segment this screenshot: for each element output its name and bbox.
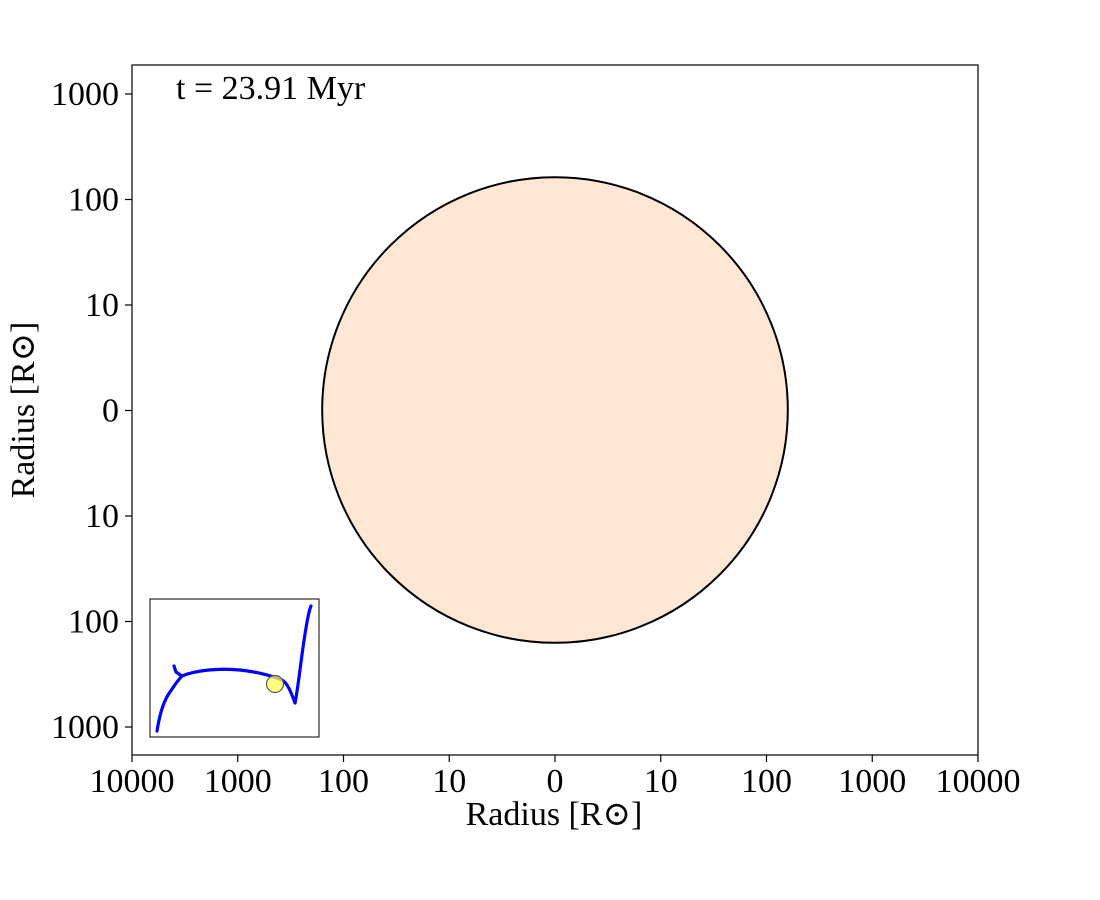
x-tick-label: 100 [318, 763, 369, 800]
x-tick-label: 10 [644, 763, 678, 800]
star-circle [321, 176, 789, 644]
x-tick-label: 0 [547, 763, 564, 800]
x-tick-label: 10000 [936, 763, 1021, 800]
time-annotation: t = 23.91 Myr [176, 70, 366, 107]
x-tick-label: 1000 [204, 763, 272, 800]
inset-panel [149, 598, 320, 738]
x-tick-label: 10000 [90, 763, 175, 800]
y-tick-label: 1000 [51, 709, 119, 746]
y-tick-label: 0 [102, 393, 119, 430]
inset-current-marker [265, 674, 285, 694]
x-axis-label: Radius [R⊙] [466, 796, 643, 833]
y-tick-label: 1000 [51, 76, 119, 113]
y-tick-label: 100 [68, 604, 119, 641]
inset-track-line [155, 604, 313, 733]
y-tick-label: 10 [85, 287, 119, 324]
y-axis-label: Radius [R⊙] [5, 322, 42, 499]
y-tick-label: 100 [68, 182, 119, 219]
x-tick-label: 100 [741, 763, 792, 800]
y-tick-label: 10 [85, 498, 119, 535]
x-tick-label: 10 [432, 763, 466, 800]
x-tick-label: 1000 [838, 763, 906, 800]
x-axis-ticks: 10000 1000 100 10 0 10 100 1000 10000 [90, 755, 1021, 800]
